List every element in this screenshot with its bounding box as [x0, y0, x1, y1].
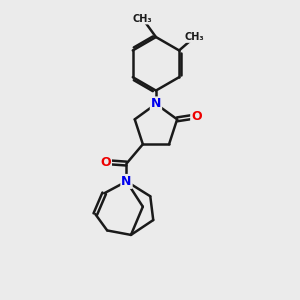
Text: N: N: [151, 98, 161, 110]
Text: N: N: [121, 175, 132, 188]
Text: CH₃: CH₃: [133, 14, 152, 24]
Text: O: O: [100, 156, 111, 169]
Text: O: O: [191, 110, 202, 123]
Text: CH₃: CH₃: [185, 32, 204, 42]
